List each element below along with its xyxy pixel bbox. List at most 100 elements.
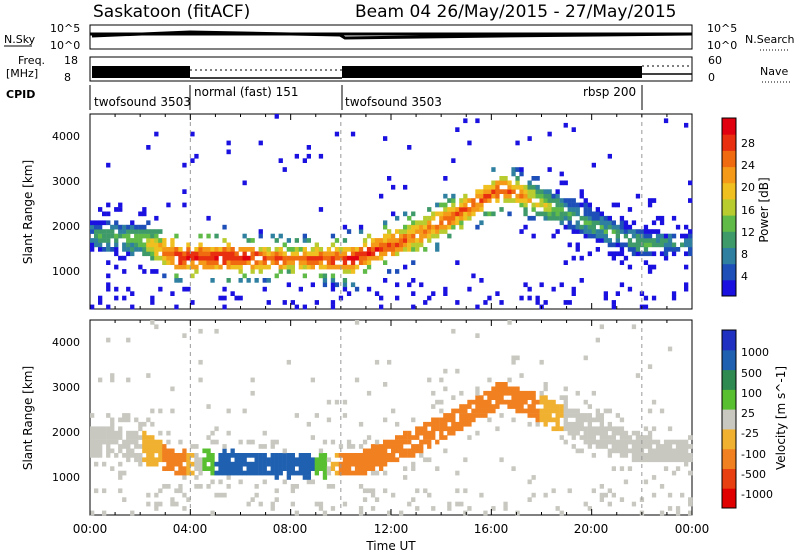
heatmap-cell <box>234 457 239 463</box>
heatmap-cell <box>607 448 612 454</box>
heatmap-cell <box>350 251 356 257</box>
heatmap-cell <box>226 247 231 252</box>
heatmap-cell <box>214 492 219 498</box>
heatmap-cell <box>130 229 135 234</box>
heatmap-cell <box>190 453 195 458</box>
heatmap-cell <box>575 211 580 217</box>
heatmap-cell <box>130 453 135 458</box>
heatmap-cell <box>647 408 653 414</box>
heatmap-cell <box>242 273 247 279</box>
heatmap-cell <box>334 399 340 405</box>
heatmap-cell <box>467 413 472 418</box>
power-ytick-1000: 1000 <box>52 265 80 278</box>
heatmap-cell <box>467 198 472 203</box>
heatmap-cell <box>114 286 119 292</box>
heatmap-cell <box>607 220 612 226</box>
heatmap-cell <box>294 510 299 516</box>
heatmap-cell <box>387 229 392 234</box>
heatmap-cell <box>647 430 653 436</box>
heatmap-cell <box>447 506 452 511</box>
heatmap-cell <box>615 224 620 230</box>
heatmap-cell <box>555 421 560 427</box>
heatmap-cell <box>595 413 600 418</box>
heatmap-cell <box>214 439 219 445</box>
heatmap-cell <box>575 408 580 414</box>
heatmap-cell <box>651 492 657 498</box>
heatmap-cell <box>302 264 307 270</box>
heatmap-cell <box>262 470 267 476</box>
heatmap-cell <box>407 224 412 230</box>
heatmap-cell <box>395 238 400 243</box>
heatmap-cell <box>98 377 103 383</box>
heatmap-cell <box>523 395 528 400</box>
heatmap-cell <box>475 430 480 436</box>
heatmap-cell <box>206 264 211 270</box>
heatmap-cell <box>330 466 336 471</box>
heatmap-cell <box>411 260 416 265</box>
heatmap-cell <box>383 448 388 454</box>
heatmap-cell <box>543 413 548 418</box>
heatmap-cell <box>487 377 492 383</box>
heatmap-cell <box>326 417 332 423</box>
heatmap-cell <box>366 448 372 454</box>
heatmap-cell <box>627 286 633 292</box>
heatmap-cell <box>294 470 299 476</box>
heatmap-cell <box>158 488 163 494</box>
heatmap-cell <box>443 202 448 208</box>
heatmap-cell <box>106 211 111 217</box>
heatmap-cell <box>443 291 448 296</box>
heatmap-cell <box>443 368 448 374</box>
heatmap-cell <box>491 386 496 392</box>
heatmap-cell <box>647 242 653 248</box>
heatmap-cell <box>479 207 484 212</box>
heatmap-cell <box>567 300 572 305</box>
heatmap-cell <box>459 224 464 230</box>
heatmap-cell <box>515 355 520 361</box>
heatmap-cell <box>507 193 512 199</box>
heatmap-cell <box>158 229 163 234</box>
heatmap-cell <box>591 453 596 458</box>
heatmap-cell <box>122 413 127 418</box>
heatmap-cell <box>459 215 464 221</box>
heatmap-cell <box>615 233 620 239</box>
heatmap-cell <box>354 247 360 252</box>
heatmap-cell <box>102 247 107 252</box>
heatmap-cell <box>310 260 315 265</box>
heatmap-cell <box>242 255 247 261</box>
heatmap-cell <box>170 291 175 296</box>
heatmap-cell <box>102 238 107 243</box>
heatmap-cell <box>435 466 440 471</box>
heatmap-cell <box>234 461 239 467</box>
heatmap-cell <box>635 242 641 248</box>
heatmap-cell <box>567 220 572 226</box>
heatmap-cell <box>162 242 167 248</box>
heatmap-cell <box>471 202 476 208</box>
heatmap-cell <box>190 158 195 163</box>
heatmap-cell <box>435 224 440 230</box>
heatmap-cell <box>90 448 95 454</box>
heatmap-cell <box>366 390 372 396</box>
heatmap-cell <box>643 242 649 248</box>
heatmap-cell <box>379 255 384 261</box>
heatmap-cell <box>383 488 388 494</box>
heatmap-cell <box>423 430 428 436</box>
heatmap-cell <box>611 466 616 471</box>
heatmap-cell <box>575 229 580 234</box>
heatmap-cell <box>515 386 520 392</box>
heatmap-cell <box>539 189 544 194</box>
heatmap-cell <box>174 457 179 463</box>
heatmap-cell <box>310 461 315 467</box>
heatmap-cell <box>210 510 215 516</box>
heatmap-cell <box>226 453 231 458</box>
colorbar-swatch <box>722 409 736 430</box>
heatmap-cell <box>370 251 376 257</box>
heatmap-cell <box>222 224 227 230</box>
heatmap-cell <box>487 193 492 199</box>
heatmap-cell <box>98 444 103 449</box>
heatmap-cell <box>322 251 328 257</box>
heatmap-cell <box>571 408 576 414</box>
heatmap-cell <box>282 251 287 257</box>
heatmap-cell <box>627 207 633 212</box>
heatmap-cell <box>495 193 500 199</box>
heatmap-cell <box>599 233 604 239</box>
